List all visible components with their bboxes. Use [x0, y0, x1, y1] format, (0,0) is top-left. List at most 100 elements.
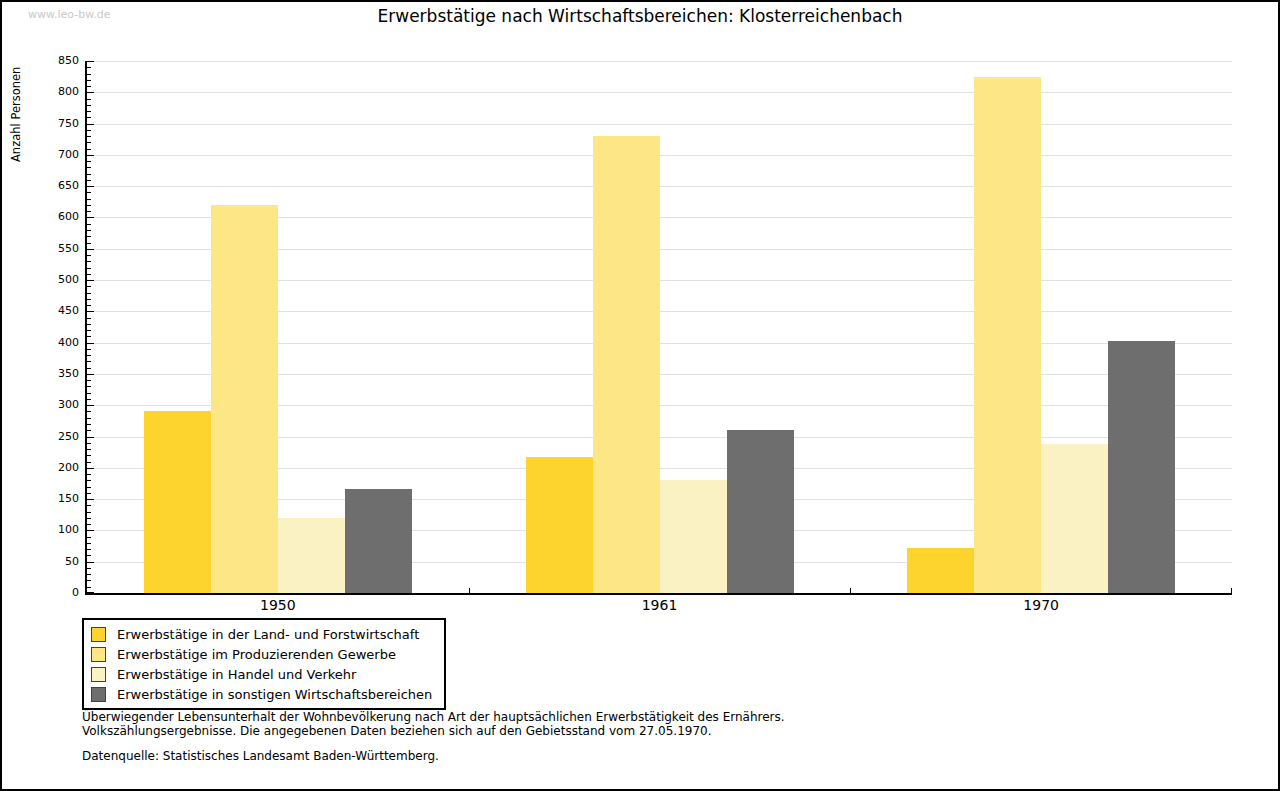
y-axis-minor-tick: [87, 493, 91, 494]
y-axis-minor-tick: [87, 74, 91, 75]
x-axis-tick: [469, 588, 470, 593]
footnote-line-1: Überwiegender Lebensunterhalt der Wohnbe…: [82, 710, 785, 724]
bar-1970-series-2: [974, 77, 1041, 593]
y-axis-minor-tick: [87, 211, 91, 212]
y-axis-minor-tick: [87, 130, 91, 131]
gridline: [87, 124, 1232, 125]
bar-1950-series-1: [144, 411, 211, 593]
y-axis-major-tick: [87, 217, 94, 218]
y-axis-minor-tick: [87, 261, 91, 262]
bar-1961-series-2: [593, 136, 660, 593]
y-tick-label: 150: [43, 493, 79, 505]
x-tick-label: 1950: [260, 597, 296, 613]
y-axis-minor-tick: [87, 543, 91, 544]
y-axis-minor-tick: [87, 487, 91, 488]
y-axis-minor-tick: [87, 205, 91, 206]
y-axis-major-tick: [87, 343, 94, 344]
y-axis-minor-tick: [87, 299, 91, 300]
gridline: [87, 92, 1232, 93]
legend-swatch: [91, 647, 106, 662]
y-axis-minor-tick: [87, 142, 91, 143]
y-axis-minor-tick: [87, 318, 91, 319]
y-axis-minor-tick: [87, 537, 91, 538]
legend-item: Erwerbstätige im Produzierenden Gewerbe: [91, 644, 432, 664]
legend: Erwerbstätige in der Land- und Forstwirt…: [82, 618, 446, 710]
y-axis-minor-tick: [87, 424, 91, 425]
y-axis-major-tick: [87, 186, 94, 187]
y-axis-major-tick: [87, 530, 94, 531]
y-tick-label: 0: [43, 587, 79, 599]
y-axis-label: Anzahl Personen: [9, 67, 23, 162]
x-tick-label: 1961: [642, 597, 678, 613]
y-axis-minor-tick: [87, 243, 91, 244]
y-tick-label: 250: [43, 431, 79, 443]
y-axis-minor-tick: [87, 393, 91, 394]
bar-1950-series-2: [211, 205, 278, 593]
y-axis-minor-tick: [87, 549, 91, 550]
y-axis-minor-tick: [87, 480, 91, 481]
y-axis-minor-tick: [87, 449, 91, 450]
y-axis-minor-tick: [87, 86, 91, 87]
bar-1970-series-1: [907, 548, 974, 593]
y-axis-minor-tick: [87, 230, 91, 231]
y-tick-label: 700: [43, 149, 79, 161]
y-tick-label: 400: [43, 337, 79, 349]
y-axis-major-tick: [87, 92, 94, 93]
y-axis-minor-tick: [87, 443, 91, 444]
chart-window: www.leo-bw.de Erwerbstätige nach Wirtsch…: [0, 0, 1280, 791]
y-axis-minor-tick: [87, 574, 91, 575]
y-axis-major-tick: [87, 61, 94, 62]
y-tick-label: 350: [43, 368, 79, 380]
y-axis-minor-tick: [87, 192, 91, 193]
y-axis-minor-tick: [87, 580, 91, 581]
legend-swatch: [91, 687, 106, 702]
y-tick-label: 300: [43, 399, 79, 411]
y-tick-label: 750: [43, 118, 79, 130]
x-axis-tick: [1231, 588, 1232, 593]
y-axis-minor-tick: [87, 568, 91, 569]
y-axis-minor-tick: [87, 455, 91, 456]
y-tick-label: 550: [43, 243, 79, 255]
gridline: [87, 155, 1232, 156]
y-axis-major-tick: [87, 499, 94, 500]
data-source-note: Datenquelle: Statistisches Landesamt Bad…: [82, 749, 439, 763]
x-axis-tick: [850, 588, 851, 593]
y-tick-label: 100: [43, 524, 79, 536]
y-tick-label: 650: [43, 180, 79, 192]
y-axis-major-tick: [87, 405, 94, 406]
y-axis-minor-tick: [87, 361, 91, 362]
y-axis-minor-tick: [87, 149, 91, 150]
y-axis-minor-tick: [87, 474, 91, 475]
y-axis-minor-tick: [87, 111, 91, 112]
y-axis-minor-tick: [87, 555, 91, 556]
y-axis-major-tick: [87, 592, 94, 593]
y-axis-minor-tick: [87, 430, 91, 431]
y-axis-minor-tick: [87, 399, 91, 400]
y-axis-minor-tick: [87, 349, 91, 350]
legend-label: Erwerbstätige in Handel und Verkehr: [117, 667, 356, 682]
y-axis-minor-tick: [87, 293, 91, 294]
y-axis-minor-tick: [87, 161, 91, 162]
y-axis-major-tick: [87, 374, 94, 375]
y-axis-minor-tick: [87, 524, 91, 525]
y-axis-minor-tick: [87, 67, 91, 68]
y-axis-minor-tick: [87, 305, 91, 306]
y-axis-major-tick: [87, 562, 94, 563]
gridline: [87, 61, 1232, 62]
y-tick-label: 500: [43, 274, 79, 286]
y-axis-minor-tick: [87, 136, 91, 137]
y-axis-minor-tick: [87, 174, 91, 175]
y-tick-label: 600: [43, 211, 79, 223]
legend-item: Erwerbstätige in Handel und Verkehr: [91, 664, 432, 684]
y-axis-minor-tick: [87, 418, 91, 419]
y-axis-minor-tick: [87, 268, 91, 269]
y-axis-major-tick: [87, 311, 94, 312]
legend-item: Erwerbstätige in sonstigen Wirtschaftsbe…: [91, 684, 432, 704]
y-axis-minor-tick: [87, 512, 91, 513]
bar-1970-series-4: [1108, 341, 1175, 593]
bar-1950-series-4: [345, 489, 412, 593]
y-axis-major-tick: [87, 155, 94, 156]
y-axis-minor-tick: [87, 274, 91, 275]
y-axis-minor-tick: [87, 80, 91, 81]
y-tick-label: 850: [43, 55, 79, 67]
